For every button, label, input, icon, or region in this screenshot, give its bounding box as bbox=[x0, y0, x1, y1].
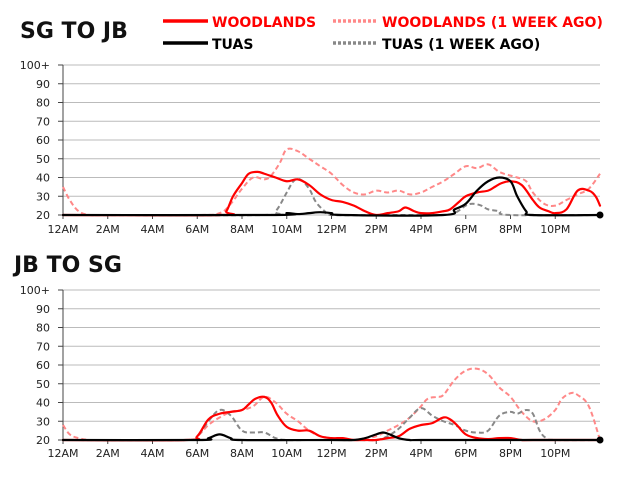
x-tick-label: 4AM bbox=[140, 223, 164, 236]
y-tick-label: 20 bbox=[36, 209, 50, 222]
x-tick-label: 8AM bbox=[230, 223, 254, 236]
x-tick-label: 6PM bbox=[454, 447, 477, 460]
series-line-woodlands-prev bbox=[62, 367, 601, 442]
x-tick-label: 2AM bbox=[96, 223, 120, 236]
legend-label-tuas: TUAS bbox=[212, 37, 253, 53]
chart-title-jb-to-sg: JB TO SG bbox=[12, 253, 122, 278]
x-tick-label: 10PM bbox=[540, 447, 570, 460]
y-tick-label: 70 bbox=[36, 340, 50, 353]
y-tick-label: 80 bbox=[36, 97, 50, 110]
x-tick-label: 4AM bbox=[140, 447, 164, 460]
x-tick-label: 8PM bbox=[499, 447, 522, 460]
series-line-woodlands bbox=[61, 170, 602, 217]
y-tick-label: 80 bbox=[36, 322, 50, 335]
x-tick-label: 4PM bbox=[409, 447, 432, 460]
y-tick-label: 30 bbox=[36, 190, 50, 203]
current-time-marker bbox=[596, 436, 604, 444]
x-tick-label: 6AM bbox=[185, 447, 209, 460]
y-tick-label: 90 bbox=[36, 78, 50, 91]
legend-label-woodlands-prev: WOODLANDS (1 WEEK AGO) bbox=[382, 15, 603, 31]
y-tick-label: 90 bbox=[36, 303, 50, 316]
y-tick-label: 40 bbox=[36, 397, 50, 410]
x-tick-label: 2AM bbox=[96, 447, 120, 460]
x-tick-label: 6AM bbox=[185, 223, 209, 236]
series-line-woodlands bbox=[61, 395, 602, 442]
y-tick-label: 50 bbox=[36, 378, 50, 391]
x-tick-label: 6PM bbox=[454, 223, 477, 236]
current-time-marker bbox=[596, 211, 604, 219]
y-tick-label: 20 bbox=[36, 434, 50, 447]
y-tick-label: 40 bbox=[36, 172, 50, 185]
chart-title-sg-to-jb: SG TO JB bbox=[20, 19, 128, 44]
series-line-tuas bbox=[61, 176, 602, 217]
x-tick-label: 12AM bbox=[47, 223, 78, 236]
y-tick-label: 100+ bbox=[20, 284, 50, 297]
x-tick-label: 2PM bbox=[365, 447, 388, 460]
legend-label-tuas-prev: TUAS (1 WEEK AGO) bbox=[382, 37, 540, 53]
y-tick-label: 50 bbox=[36, 153, 50, 166]
legend: WOODLANDS WOODLANDS (1 WEEK AGO) TUAS TU… bbox=[163, 15, 603, 53]
x-tick-label: 10PM bbox=[540, 223, 570, 236]
chart-sg-to-jb: 20 30 40 50 60 70 80 90 100+ 12AM 2AM 4AM 6AM 8AM 10AM… bbox=[20, 59, 604, 236]
series-line-tuas bbox=[61, 431, 602, 442]
legend-label-woodlands: WOODLANDS bbox=[212, 15, 316, 31]
x-tick-label: 8PM bbox=[499, 223, 522, 236]
chart-jb-to-sg: 20 30 40 50 60 70 80 90 100+ 12AM 2AM 4AM 6AM 8AM 10AM… bbox=[20, 284, 604, 460]
y-tick-label: 70 bbox=[36, 115, 50, 128]
y-tick-label: 60 bbox=[36, 134, 50, 147]
x-tick-label: 10AM bbox=[271, 447, 302, 460]
y-tick-label: 100+ bbox=[20, 59, 50, 72]
y-tick-label: 60 bbox=[36, 359, 50, 372]
x-tick-label: 2PM bbox=[365, 223, 388, 236]
x-tick-label: 12AM bbox=[47, 447, 78, 460]
x-tick-label: 4PM bbox=[409, 223, 432, 236]
x-tick-label: 8AM bbox=[230, 447, 254, 460]
x-tick-label: 12PM bbox=[316, 223, 346, 236]
y-tick-label: 30 bbox=[36, 415, 50, 428]
series-line-tuas-prev bbox=[62, 407, 601, 442]
x-tick-label: 12PM bbox=[316, 447, 346, 460]
x-tick-label: 10AM bbox=[271, 223, 302, 236]
